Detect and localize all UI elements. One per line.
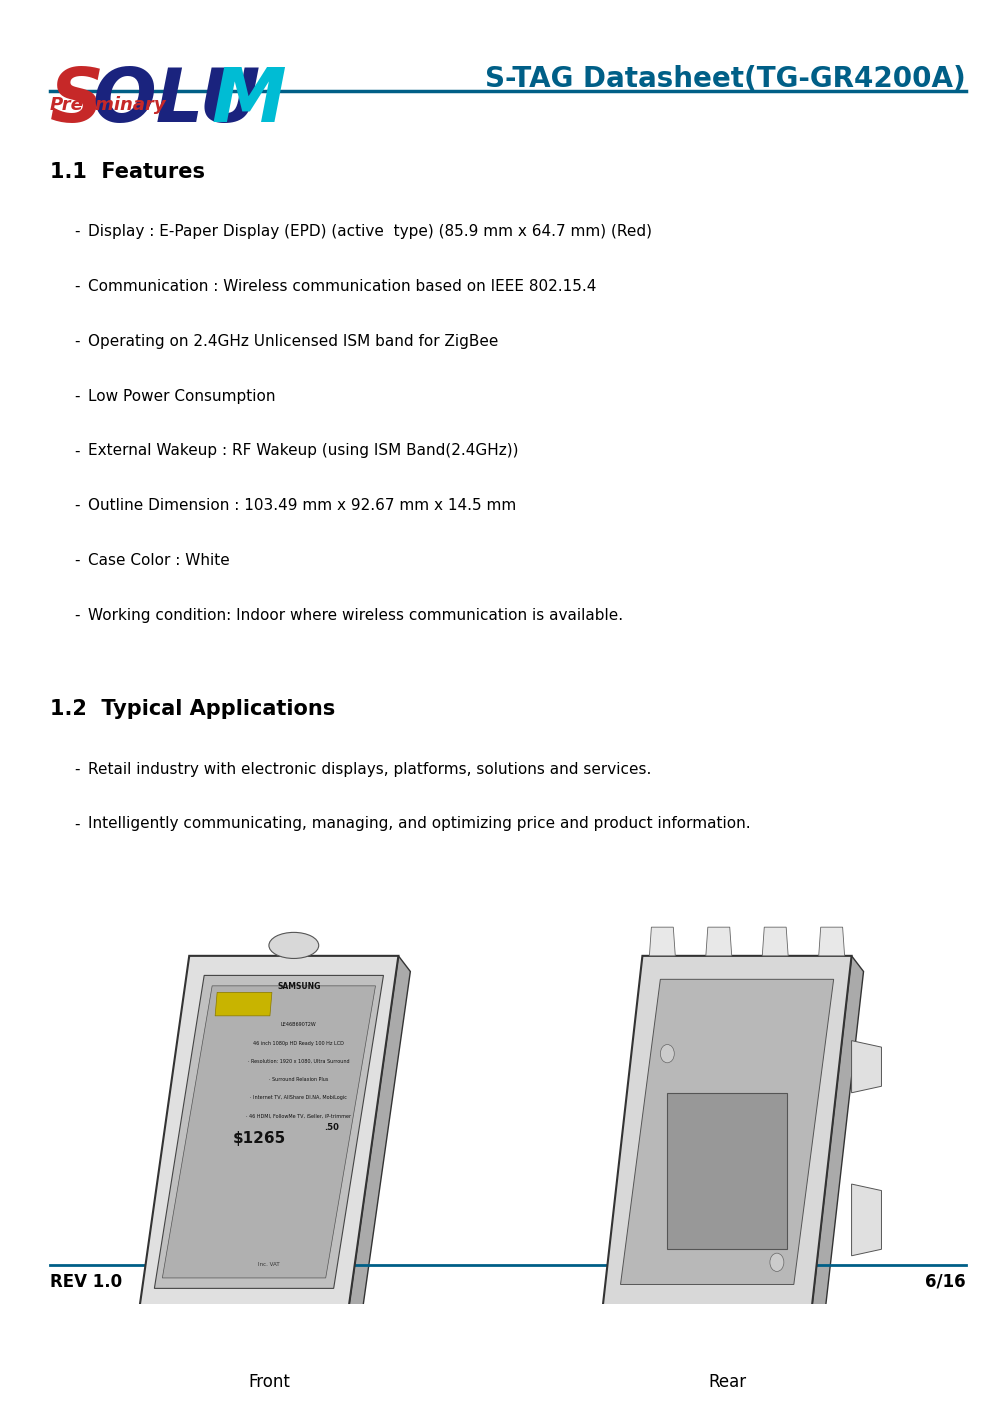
Polygon shape bbox=[852, 1185, 881, 1256]
Polygon shape bbox=[139, 956, 398, 1307]
Polygon shape bbox=[852, 1041, 881, 1092]
Text: REV 1.0: REV 1.0 bbox=[50, 1273, 122, 1290]
Text: -: - bbox=[75, 816, 81, 832]
Text: 1.2  Typical Applications: 1.2 Typical Applications bbox=[50, 699, 335, 719]
Text: -: - bbox=[75, 608, 81, 622]
Text: · Surround Relaxion Plus: · Surround Relaxion Plus bbox=[269, 1077, 329, 1082]
Text: -: - bbox=[75, 498, 81, 513]
Text: External Wakeup : RF Wakeup (using ISM Band(2.4GHz)): External Wakeup : RF Wakeup (using ISM B… bbox=[88, 443, 518, 459]
Polygon shape bbox=[215, 993, 272, 1015]
Text: -: - bbox=[75, 225, 81, 239]
Text: M: M bbox=[211, 66, 286, 138]
Polygon shape bbox=[667, 1092, 787, 1249]
Text: 1.1  Features: 1.1 Features bbox=[50, 162, 205, 182]
Text: Intelligently communicating, managing, and optimizing price and product informat: Intelligently communicating, managing, a… bbox=[88, 816, 750, 832]
Text: · Resolution: 1920 x 1080, Ultra Surround: · Resolution: 1920 x 1080, Ultra Surroun… bbox=[248, 1059, 350, 1064]
Ellipse shape bbox=[269, 933, 319, 958]
Text: Case Color : White: Case Color : White bbox=[88, 553, 229, 568]
Text: -: - bbox=[75, 762, 81, 776]
Polygon shape bbox=[603, 956, 852, 1307]
Polygon shape bbox=[621, 980, 834, 1284]
Text: · Internet TV, AllShare DI.NA, MobiLogic: · Internet TV, AllShare DI.NA, MobiLogic bbox=[250, 1095, 348, 1101]
Text: Communication : Wireless communication based on IEEE 802.15.4: Communication : Wireless communication b… bbox=[88, 279, 596, 295]
Polygon shape bbox=[762, 927, 788, 956]
Text: Outline Dimension : 103.49 mm x 92.67 mm x 14.5 mm: Outline Dimension : 103.49 mm x 92.67 mm… bbox=[88, 498, 516, 513]
Polygon shape bbox=[706, 927, 732, 956]
Text: LE46B690T2W: LE46B690T2W bbox=[281, 1022, 317, 1027]
Text: Display : E-Paper Display (EPD) (active  type) (85.9 mm x 64.7 mm) (Red): Display : E-Paper Display (EPD) (active … bbox=[88, 225, 651, 239]
Text: 6/16: 6/16 bbox=[925, 1273, 966, 1290]
Text: · 46 HDMI, FollowMe TV, iSeller, iP-trimmer: · 46 HDMI, FollowMe TV, iSeller, iP-trim… bbox=[246, 1114, 352, 1119]
Text: -: - bbox=[75, 333, 81, 349]
Text: -: - bbox=[75, 443, 81, 459]
Circle shape bbox=[770, 1253, 784, 1272]
Text: -: - bbox=[75, 279, 81, 295]
Text: Operating on 2.4GHz Unlicensed ISM band for ZigBee: Operating on 2.4GHz Unlicensed ISM band … bbox=[88, 333, 498, 349]
Text: Preliminary: Preliminary bbox=[50, 97, 166, 114]
Polygon shape bbox=[162, 985, 375, 1277]
Text: -: - bbox=[75, 553, 81, 568]
Polygon shape bbox=[154, 975, 383, 1289]
Text: SAMSUNG: SAMSUNG bbox=[277, 983, 321, 991]
Text: Working condition: Indoor where wireless communication is available.: Working condition: Indoor where wireless… bbox=[88, 608, 623, 622]
Text: Inc. VAT: Inc. VAT bbox=[258, 1263, 280, 1267]
Text: S-TAG Datasheet(TG-GR4200A): S-TAG Datasheet(TG-GR4200A) bbox=[485, 66, 966, 93]
Text: Retail industry with electronic displays, platforms, solutions and services.: Retail industry with electronic displays… bbox=[88, 762, 651, 776]
Text: -: - bbox=[75, 389, 81, 403]
Text: Low Power Consumption: Low Power Consumption bbox=[88, 389, 275, 403]
Polygon shape bbox=[819, 927, 845, 956]
Polygon shape bbox=[649, 927, 675, 956]
Circle shape bbox=[660, 1045, 674, 1062]
Text: OLU: OLU bbox=[93, 66, 261, 138]
Polygon shape bbox=[349, 956, 410, 1323]
Text: S: S bbox=[50, 66, 104, 138]
Text: .50: .50 bbox=[324, 1124, 339, 1132]
Polygon shape bbox=[812, 956, 864, 1323]
Text: Front: Front bbox=[248, 1373, 290, 1391]
Text: 46 inch 1080p HD Ready 100 Hz LCD: 46 inch 1080p HD Ready 100 Hz LCD bbox=[253, 1041, 345, 1045]
Text: Rear: Rear bbox=[708, 1373, 746, 1391]
Text: $1265: $1265 bbox=[232, 1131, 286, 1146]
